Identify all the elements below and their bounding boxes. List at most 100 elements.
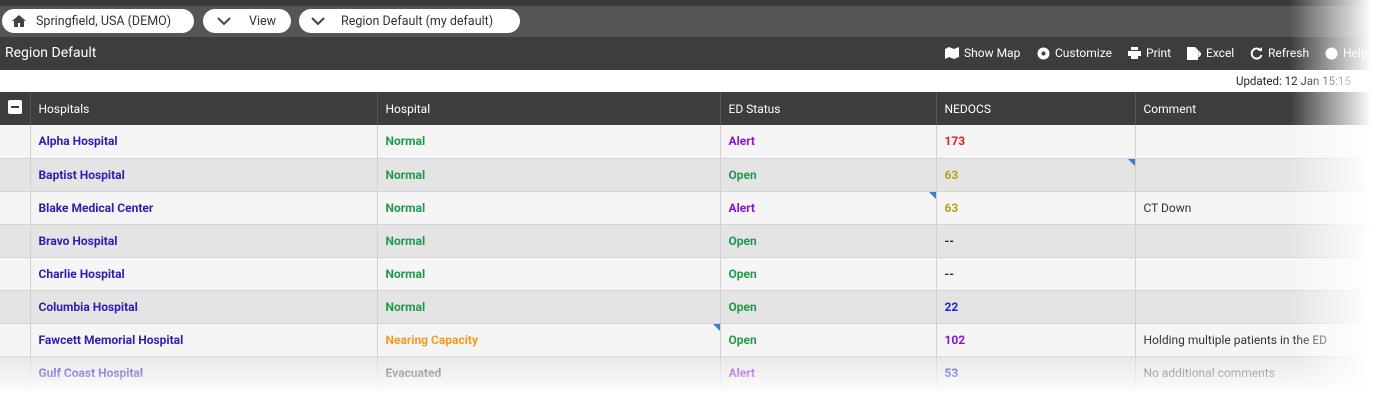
hospital-row[interactable]: Alpha Hospital Normal Alert 173 xyxy=(0,125,1392,159)
status-cell: Open xyxy=(720,323,937,357)
cell-text: Open xyxy=(728,266,757,281)
row-select-cell[interactable] xyxy=(0,125,31,159)
cell-text: Columbia Hospital xyxy=(38,299,138,314)
header-title: Region Default xyxy=(5,45,97,61)
cell-text: 63 xyxy=(944,200,959,215)
status-cell: Holding multiple patients in the ED xyxy=(1135,323,1392,357)
status-cell xyxy=(1135,290,1392,324)
cell-text: Open xyxy=(728,167,757,182)
hospital-name[interactable]: Blake Medical Center xyxy=(30,191,378,225)
cell-text: Bravo Hospital xyxy=(38,233,118,248)
status-cell: 63 xyxy=(936,191,1136,225)
hospital-name[interactable]: Gulf Coast Hospital xyxy=(30,356,378,390)
row-select-cell[interactable] xyxy=(0,191,31,225)
cell-text: Normal xyxy=(385,167,426,182)
print-icon xyxy=(1128,47,1141,59)
cell-text: 173 xyxy=(944,134,966,149)
help-button[interactable]: Help xyxy=(1325,46,1368,60)
column-header[interactable]: Hospital xyxy=(377,92,721,125)
top-bar: Springfield, USA (DEMO) View Region Defa… xyxy=(0,0,1392,37)
column-header[interactable]: NEDOCS xyxy=(936,92,1136,125)
status-cell: Normal xyxy=(377,191,721,225)
customize-button[interactable]: Customize xyxy=(1037,46,1112,60)
collapse-icon xyxy=(8,100,22,114)
cell-text: Normal xyxy=(385,266,426,281)
row-select-cell[interactable] xyxy=(0,356,31,390)
refresh-button[interactable]: Refresh xyxy=(1250,46,1309,60)
status-cell xyxy=(1135,158,1392,192)
location-button[interactable]: Springfield, USA (DEMO) xyxy=(2,9,194,33)
header-row: Hospitals Hospital ED Status NEDOCS Comment xyxy=(0,92,1392,125)
hospital-row[interactable]: Columbia Hospital Normal Open 22 xyxy=(0,290,1392,324)
status-cell xyxy=(1135,257,1392,291)
collapse-cell[interactable] xyxy=(0,92,31,125)
cell-text: Gulf Coast Hospital xyxy=(38,365,144,380)
hospital-row[interactable]: Fawcett Memorial Hospital Nearing Capacit… xyxy=(0,323,1392,357)
hospital-row[interactable]: Gulf Coast Hospital Evacuated Alert 53 No ad… xyxy=(0,356,1392,390)
view-label: View xyxy=(249,13,277,29)
action-label: Help xyxy=(1343,46,1368,60)
print-button[interactable]: Print xyxy=(1128,46,1171,60)
region-button[interactable]: Region Default (my default) xyxy=(299,9,520,33)
row-select-cell[interactable] xyxy=(0,290,31,324)
status-cell xyxy=(1135,125,1392,159)
status-cell: Open xyxy=(720,158,937,192)
status-cell: 102 xyxy=(936,323,1136,357)
cell-text: Alert xyxy=(728,200,755,215)
row-select-cell[interactable] xyxy=(0,158,31,192)
cell-text: Open xyxy=(728,332,757,347)
cell-text: 53 xyxy=(944,365,959,380)
comment-flag xyxy=(1127,158,1135,166)
refresh-icon xyxy=(1250,46,1263,59)
view-button[interactable]: View xyxy=(203,9,291,33)
top-strip xyxy=(0,0,1392,6)
status-cell: 22 xyxy=(936,290,1136,324)
excel-button[interactable]: Excel xyxy=(1187,46,1234,60)
gear-icon xyxy=(1037,47,1050,59)
column-header[interactable]: ED Status xyxy=(720,92,937,125)
comment-flag xyxy=(928,191,936,199)
show-map-button[interactable]: Show Map xyxy=(945,46,1020,60)
comment-flag xyxy=(712,323,720,331)
status-cell: No additional comments xyxy=(1135,356,1392,390)
row-select-cell[interactable] xyxy=(0,257,31,291)
cell-text: CT Down xyxy=(1143,200,1192,215)
column-header[interactable]: Comment xyxy=(1135,92,1392,125)
status-cell: Normal xyxy=(377,290,721,324)
home-icon xyxy=(12,15,26,27)
hospital-row[interactable]: Blake Medical Center Normal Alert 63 CT Down xyxy=(0,191,1392,225)
cell-text: Evacuated xyxy=(385,365,442,380)
hospital-name[interactable]: Baptist Hospital xyxy=(30,158,378,192)
hospital-row[interactable]: Bravo Hospital Normal Open -- xyxy=(0,224,1392,258)
status-cell: Alert xyxy=(720,356,937,390)
status-cell: Open xyxy=(720,257,937,291)
status-cell: Open xyxy=(720,290,937,324)
status-cell: -- xyxy=(936,224,1136,258)
hospital-name[interactable]: Bravo Hospital xyxy=(30,224,378,258)
hospital-table: Hospitals Hospital ED Status NEDOCS Comment … xyxy=(0,92,1392,390)
cell-text: Open xyxy=(728,233,757,248)
action-label: Refresh xyxy=(1268,46,1310,60)
row-select-cell[interactable] xyxy=(0,224,31,258)
row-select-cell[interactable] xyxy=(0,323,31,357)
cell-text: Charlie Hospital xyxy=(38,266,125,281)
hospital-name[interactable]: Fawcett Memorial Hospital xyxy=(30,323,378,357)
region-label: Region Default (my default) xyxy=(341,13,494,29)
hospital-name[interactable]: Alpha Hospital xyxy=(30,125,378,159)
hospital-row[interactable]: Charlie Hospital Normal Open -- xyxy=(0,257,1392,291)
cell-text: -- xyxy=(944,266,954,281)
status-cell: Open xyxy=(720,224,937,258)
cell-text: 22 xyxy=(944,299,959,314)
hospital-name[interactable]: Charlie Hospital xyxy=(30,257,378,291)
hospital-row[interactable]: Baptist Hospital Normal Open 63 xyxy=(0,158,1392,192)
comment-flag xyxy=(1384,356,1392,364)
cell-text: No additional comments xyxy=(1143,365,1275,380)
excel-icon xyxy=(1187,46,1201,60)
hospital-name[interactable]: Columbia Hospital xyxy=(30,290,378,324)
status-cell: Evacuated xyxy=(377,356,721,390)
action-label: Show Map xyxy=(964,46,1021,60)
chevron-icon xyxy=(311,16,325,25)
column-header[interactable]: Hospitals xyxy=(30,92,378,125)
cell-text: Holding multiple patients in the ED xyxy=(1143,332,1328,347)
status-cell: Normal xyxy=(377,125,721,159)
